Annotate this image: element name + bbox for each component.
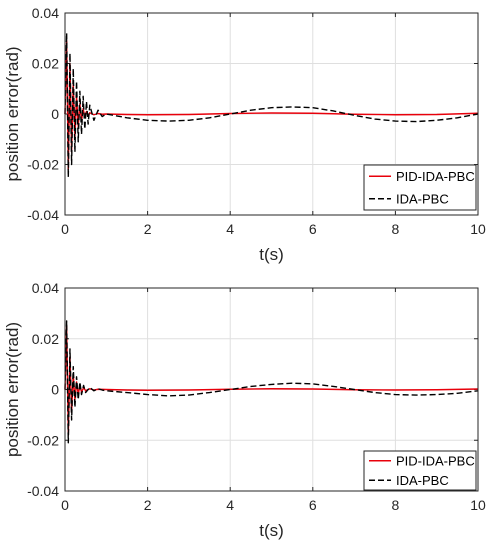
y-tick-label: 0.04: [32, 280, 59, 296]
legend-label: IDA-PBC: [396, 473, 449, 488]
y-tick-label: -0.04: [27, 207, 59, 223]
x-axis-label: t(s): [259, 521, 284, 540]
x-tick-label: 8: [392, 497, 400, 513]
x-tick-label: 0: [61, 221, 69, 237]
series-line-ida-pbc: [64, 320, 479, 444]
legend-label: PID-IDA-PBC: [396, 453, 475, 468]
x-tick-label: 2: [144, 497, 152, 513]
x-tick-label: 0: [61, 497, 69, 513]
y-tick-label: 0.02: [32, 331, 59, 347]
series-line-ida-pbc: [64, 32, 479, 178]
legend: PID-IDA-PBC IDA-PBC: [363, 164, 477, 211]
y-tick-label: -0.02: [27, 432, 59, 448]
y-tick-label: -0.04: [27, 483, 59, 499]
x-tick-label: 10: [470, 497, 486, 513]
top-chart-panel: 0 2 4 6 8 10 -0.04 -0.02 0 0.02 0.04 t(s) position e…: [3, 5, 486, 264]
bottom-chart-panel: 0 2 4 6 8 10 -0.04 -0.02 0 0.02 0.04 t(s) position e…: [3, 280, 486, 540]
axes-box: [64, 12, 479, 216]
y-axis-label: position error(rad): [3, 322, 22, 457]
y-axis-label: position error(rad): [3, 46, 22, 181]
x-tick-label: 6: [309, 497, 317, 513]
legend-label: PID-IDA-PBC: [396, 169, 475, 184]
y-tick-label: 0.02: [32, 56, 59, 72]
legend: PID-IDA-PBC IDA-PBC: [363, 450, 477, 491]
x-tick-label: 10: [470, 221, 486, 237]
y-tick-label: 0: [51, 106, 59, 122]
y-tick-label: 0: [51, 382, 59, 398]
y-tick-label: -0.02: [27, 157, 59, 173]
y-tick-label: 0.04: [32, 5, 59, 21]
legend-box: [363, 450, 477, 491]
x-tick-label: 2: [144, 221, 152, 237]
x-axis-label: t(s): [259, 245, 284, 264]
x-tick-label: 4: [226, 497, 234, 513]
x-tick-label: 6: [309, 221, 317, 237]
legend-box: [363, 164, 477, 211]
legend-label: IDA-PBC: [396, 191, 449, 206]
series-line-pid-ida-pbc: [64, 325, 479, 436]
x-tick-label: 4: [226, 221, 234, 237]
axes-box: [64, 287, 479, 492]
x-tick-label: 8: [392, 221, 400, 237]
